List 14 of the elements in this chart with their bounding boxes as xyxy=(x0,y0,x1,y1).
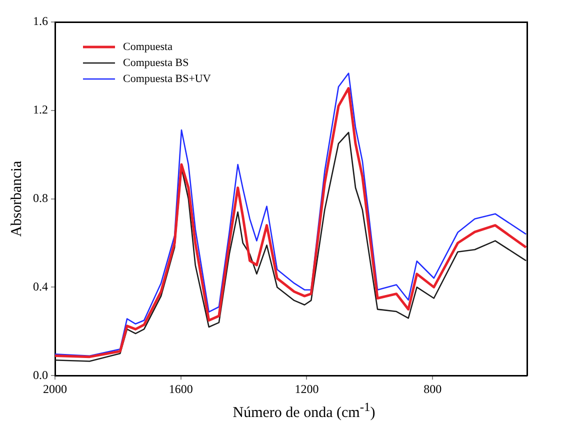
y-tick-label: 0.0 xyxy=(33,368,48,382)
x-tick-label: 800 xyxy=(424,382,442,396)
y-axis-title: Absorbancia xyxy=(8,160,25,237)
y-tick-label: 1.6 xyxy=(33,14,48,28)
legend-label: Compuesta BS+UV xyxy=(123,72,211,85)
x-tick-label: 1200 xyxy=(294,382,319,396)
y-tick-label: 0.8 xyxy=(33,190,48,205)
x-axis-title: Número de onda (cm$^{-1}$) xyxy=(232,400,376,422)
legend-label: Compuesta BS xyxy=(123,56,189,69)
x-tick-label: 2000 xyxy=(43,382,67,396)
y-tick-label: 0.4 xyxy=(33,279,48,294)
x-tick-label: 1600 xyxy=(168,382,193,396)
legend-label: Compuesta xyxy=(123,40,173,53)
y-tick-label: 1.2 xyxy=(33,102,48,117)
